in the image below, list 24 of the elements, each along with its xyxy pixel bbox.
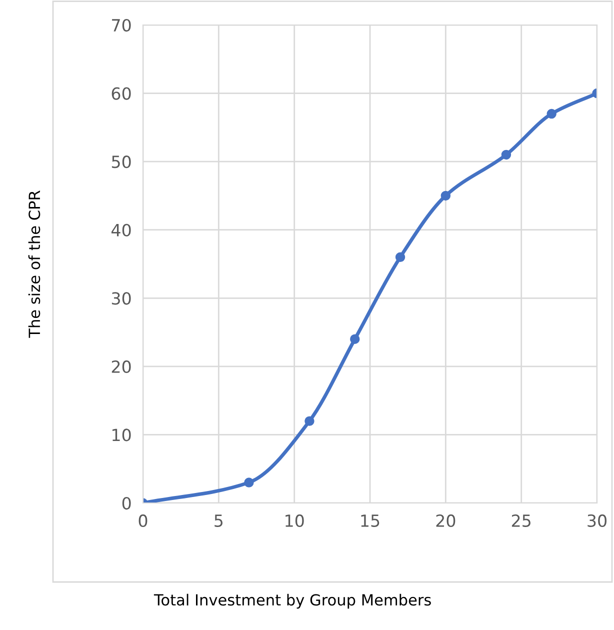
y-tick-label: 20 xyxy=(112,360,131,373)
x-tick-label: 15 xyxy=(361,514,380,528)
y-tick-label: 10 xyxy=(112,428,131,442)
y-tick-label: 60 xyxy=(112,87,131,100)
point xyxy=(350,334,360,344)
x-tick-label: 5 xyxy=(214,514,223,528)
y-tick-label: 50 xyxy=(112,156,131,168)
y-axis-title: The size of the CPR xyxy=(28,190,40,338)
point xyxy=(244,478,254,488)
point xyxy=(304,416,314,426)
x-tick-label: 25 xyxy=(512,514,530,528)
point xyxy=(395,252,406,262)
point xyxy=(546,108,556,119)
y-tick-label: 0 xyxy=(122,496,131,510)
x-tick-label: 0 xyxy=(138,514,148,528)
x-axis-title: Total Investment by Group Members xyxy=(154,594,431,609)
x-tick-label: 10 xyxy=(286,514,304,528)
y-tick-label: 70 xyxy=(112,18,131,32)
y-tick-label: 30 xyxy=(112,292,131,305)
point xyxy=(501,150,512,160)
x-tick-label: 30 xyxy=(588,514,606,528)
x-tick-label: 20 xyxy=(436,514,456,528)
point xyxy=(440,190,451,201)
y-tick-label: 40 xyxy=(111,224,131,236)
